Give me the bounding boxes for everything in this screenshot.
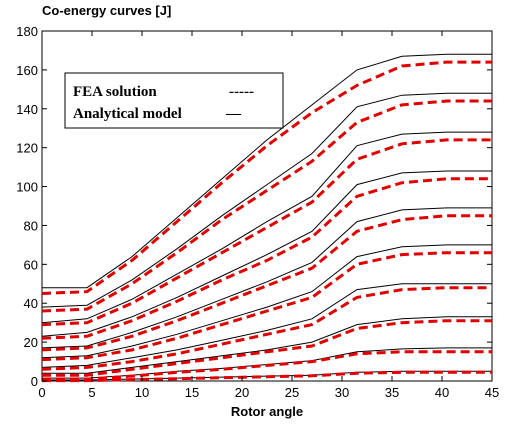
fea-curve-5 (41, 214, 492, 352)
x-tick-label: 35 (385, 385, 399, 400)
analytical-curve-3 (41, 131, 492, 324)
series-layer (41, 53, 492, 383)
y-tick-label: 120 (16, 141, 38, 156)
y-tick-label: 100 (16, 180, 38, 195)
chart-title: Co-energy curves [J] (42, 3, 171, 18)
fea-curve-3 (41, 138, 492, 327)
x-tick-label: 0 (38, 385, 45, 400)
x-tick-label: 15 (185, 385, 199, 400)
x-axis-label: Rotor angle (231, 404, 303, 419)
legend-box (64, 72, 284, 129)
analytical-curve-4 (41, 170, 492, 337)
x-tick-label: 25 (285, 385, 299, 400)
x-tick-label: 5 (88, 385, 95, 400)
tick-layer: 0 5 10 15 20 25 30 35 40 45 0 20 40 60 80 100 120 140 160 1… (16, 24, 499, 400)
y-tick-label: 0 (31, 374, 38, 389)
fea-curve-9 (42, 350, 492, 381)
y-tick-label: 140 (16, 102, 38, 117)
y-tick-label: 160 (16, 63, 38, 78)
analytical-curve-1 (42, 53, 492, 289)
y-tick-label: 180 (16, 24, 38, 39)
y-tick-label: 60 (24, 257, 38, 272)
analytical-curve-5 (41, 207, 492, 349)
fea-curve-2 (41, 99, 492, 313)
y-tick-label: 20 (24, 335, 38, 350)
x-tick-label: 10 (135, 385, 149, 400)
x-tick-label: 45 (485, 385, 499, 400)
legend: FEA solution ----- Analytical model — (64, 72, 284, 129)
legend-symbol-fea: ----- (229, 84, 254, 100)
legend-symbol-analytical: — (225, 106, 242, 122)
fea-curve-10 (42, 370, 492, 383)
fea-curve-7 (41, 286, 492, 371)
y-tick-label: 80 (24, 218, 38, 233)
x-tick-label: 40 (435, 385, 449, 400)
fea-curve-8 (42, 319, 492, 377)
x-tick-label: 20 (235, 385, 249, 400)
fea-curve-1 (41, 60, 492, 295)
analytical-curve-8 (42, 316, 492, 374)
x-tick-label: 30 (335, 385, 349, 400)
legend-label-analytical: Analytical model (73, 106, 182, 122)
legend-label-fea: FEA solution (73, 84, 157, 100)
analytical-curve-2 (41, 92, 492, 308)
fea-curve-6 (41, 251, 492, 362)
fea-curve-4 (41, 177, 492, 340)
analytical-curve-7 (41, 283, 492, 368)
analytical-curve-6 (41, 244, 492, 359)
y-tick-label: 40 (24, 296, 38, 311)
